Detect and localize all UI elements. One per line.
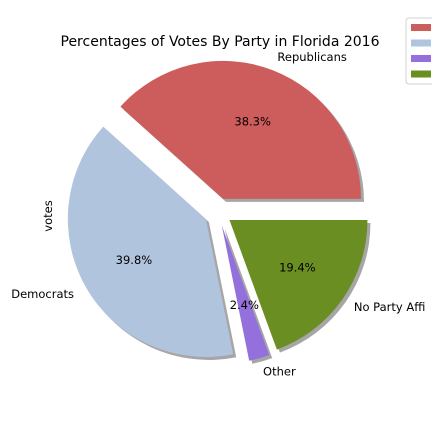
slice-other [221, 225, 270, 361]
pie-slices [67, 60, 368, 361]
slice-no-party-affi [229, 220, 368, 350]
slice-labels: Republicans 38.3% Democrats 39.8% Other 2.4% N… [11, 50, 425, 378]
legend-swatch-no-party-affi [411, 70, 431, 78]
slice-democrats [67, 126, 234, 357]
slice-label-other: Other [263, 365, 296, 379]
slice-percent-other: 2.4% [230, 298, 259, 312]
slice-percent-no-party-affi: 19.4% [279, 260, 316, 274]
chart-title: Percentages of Votes By Party in Florida… [61, 34, 380, 50]
y-axis-label: votes [41, 200, 55, 231]
slice-shadow-other [224, 228, 273, 364]
legend [405, 17, 432, 85]
legend-frame [405, 17, 432, 85]
slice-republicans [120, 60, 362, 199]
legend-swatch-republicans [411, 24, 431, 31]
legend-swatch-democrats [411, 39, 431, 47]
legend-swatch-other [411, 55, 431, 62]
slice-label-republicans: Republicans [277, 50, 346, 64]
slice-percent-democrats: 39.8% [116, 253, 153, 267]
slice-label-democrats: Democrats [11, 287, 74, 301]
slice-percent-republicans: 38.3% [234, 115, 271, 129]
slice-label-no-party-affi: No Party Affi [354, 300, 425, 314]
